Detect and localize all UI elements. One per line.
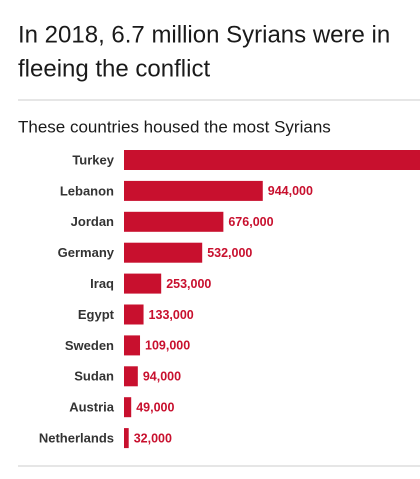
value-label: 532,000 xyxy=(207,246,252,260)
bar xyxy=(124,180,263,201)
value-label: 676,000 xyxy=(228,215,273,229)
value-label: 944,000 xyxy=(268,184,313,198)
bar xyxy=(124,304,144,325)
y-tick-label: Egypt xyxy=(78,307,115,322)
y-tick-label: Sudan xyxy=(74,369,114,384)
bar xyxy=(124,273,162,294)
y-tick-label: Turkey xyxy=(72,152,114,167)
bar xyxy=(124,335,141,356)
bar xyxy=(124,150,420,170)
y-tick-label: Austria xyxy=(69,400,115,415)
y-tick-label: Jordan xyxy=(71,214,114,229)
value-label: 253,000 xyxy=(166,277,211,291)
value-label: 133,000 xyxy=(149,308,194,322)
plot: 944,000 676,000 532,000 253,000 133,000 109,0… xyxy=(124,150,420,449)
value-label: 109,000 xyxy=(145,339,190,353)
value-label: 94,000 xyxy=(143,370,181,384)
bar xyxy=(124,211,224,232)
bar xyxy=(124,397,132,418)
y-tick-label: Iraq xyxy=(90,276,114,291)
y-tick-label: Sweden xyxy=(65,338,114,353)
bar xyxy=(124,428,129,449)
y-tick-label: Lebanon xyxy=(60,183,114,198)
value-label: 32,000 xyxy=(134,431,172,445)
chart-title: fleeing the conflict xyxy=(18,55,210,82)
bar xyxy=(124,366,138,387)
y-tick-label: Netherlands xyxy=(39,431,114,446)
chart-subtitle: These countries housed the most Syrians xyxy=(18,117,331,136)
y-tick-label: Germany xyxy=(58,245,115,260)
bar xyxy=(124,242,203,263)
value-label: 49,000 xyxy=(136,400,174,414)
chart-title: In 2018, 6.7 million Syrians were in xyxy=(18,21,390,48)
